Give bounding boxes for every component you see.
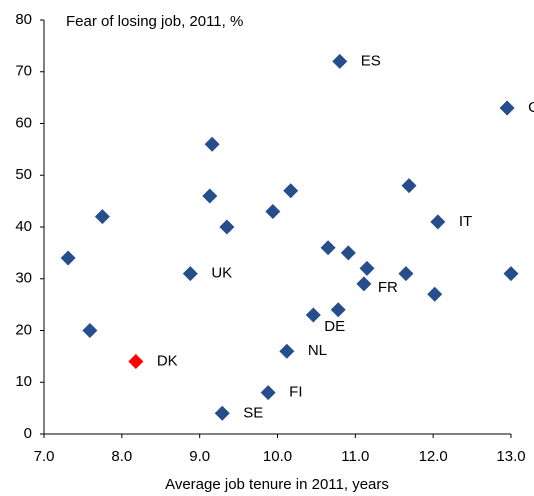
x-tick-label: 8.0 xyxy=(111,448,132,465)
point xyxy=(320,240,336,256)
point xyxy=(128,354,144,370)
x-tick-label: 13.0 xyxy=(496,448,525,465)
point-label: G xyxy=(528,99,534,116)
point xyxy=(330,302,346,318)
y-tick-label: 80 xyxy=(15,11,32,28)
point xyxy=(401,178,417,194)
y-tick-label: 10 xyxy=(15,373,32,390)
point xyxy=(182,266,198,282)
point xyxy=(260,385,276,401)
point xyxy=(398,266,414,282)
point xyxy=(359,260,375,276)
y-tick-label: 0 xyxy=(24,425,32,442)
point-label: ES xyxy=(361,52,381,69)
point xyxy=(279,343,295,359)
point-label: DK xyxy=(157,353,178,370)
point xyxy=(332,53,348,69)
point-label: NL xyxy=(308,342,327,359)
point xyxy=(60,250,76,266)
point-label: SE xyxy=(243,404,263,421)
y-tick-label: 40 xyxy=(15,218,32,235)
point xyxy=(204,136,220,152)
point xyxy=(503,266,519,282)
x-tick-label: 9.0 xyxy=(189,448,210,465)
point-label: IT xyxy=(459,213,472,230)
point xyxy=(265,203,281,219)
x-tick-label: 12.0 xyxy=(419,448,448,465)
x-tick-label: 10.0 xyxy=(263,448,292,465)
x-tick-label: 7.0 xyxy=(34,448,55,465)
point xyxy=(283,183,299,199)
y-tick-label: 60 xyxy=(15,114,32,131)
point-label: DE xyxy=(324,318,345,335)
point-label: FR xyxy=(378,279,398,296)
y-tick-label: 30 xyxy=(15,270,32,287)
x-tick-label: 11.0 xyxy=(341,448,369,465)
point xyxy=(427,286,443,302)
point xyxy=(202,188,218,204)
point xyxy=(82,323,98,338)
point-label: FI xyxy=(289,384,302,401)
point xyxy=(94,209,110,225)
point xyxy=(430,214,446,230)
y-tick-label: 50 xyxy=(15,166,32,183)
point xyxy=(499,100,515,116)
point xyxy=(340,245,356,261)
point xyxy=(219,219,235,235)
y-tick-label: 20 xyxy=(15,321,32,338)
x-axis-label: Average job tenure in 2011, years xyxy=(165,476,389,493)
point xyxy=(214,405,230,421)
point-label: UK xyxy=(211,265,232,282)
point xyxy=(305,307,321,323)
y-tick-label: 70 xyxy=(15,63,32,80)
chart-title: Fear of losing job, 2011, % xyxy=(66,13,243,30)
point xyxy=(356,276,372,292)
